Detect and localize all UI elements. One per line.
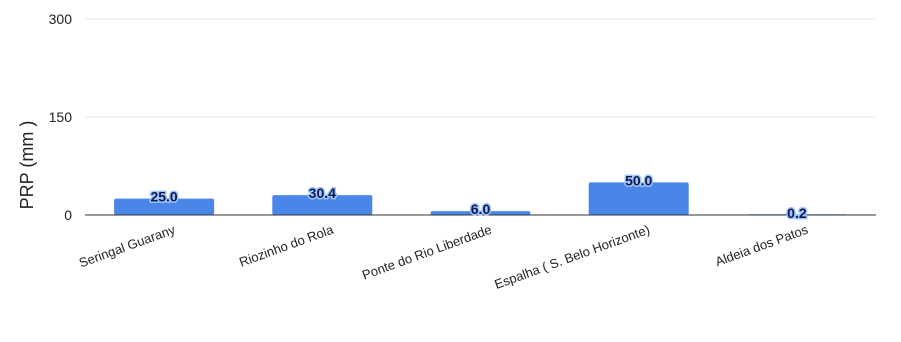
data-labels: 25.0 30.4 6.0 50.0 0.2 bbox=[149, 171, 808, 223]
y-axis-title: PRP (mm ) bbox=[17, 121, 37, 210]
gridlines bbox=[85, 18, 876, 118]
bar bbox=[588, 182, 689, 215]
data-label: 25.0 bbox=[150, 189, 177, 205]
bar bbox=[272, 195, 373, 215]
category-labels: Seringal Guarany Riozinho do Rola Ponte do… bbox=[77, 221, 810, 291]
data-label: 30.4 bbox=[309, 185, 336, 201]
bar bbox=[114, 198, 215, 215]
y-tick-label: 150 bbox=[49, 109, 73, 125]
category-label: Espalha ( S. Belo Horizonte) bbox=[492, 222, 651, 292]
category-label: Ponte do Rio Liberdade bbox=[360, 222, 494, 283]
category-label: Aldeia dos Patos bbox=[713, 222, 810, 270]
category-label: Seringal Guarany bbox=[77, 222, 178, 271]
bars bbox=[114, 182, 847, 215]
y-tick-label: 0 bbox=[64, 207, 72, 223]
bar bbox=[430, 211, 531, 215]
y-tick-label: 300 bbox=[49, 11, 73, 27]
category-label: Riozinho do Rola bbox=[237, 221, 336, 269]
data-label: 0.2 bbox=[787, 205, 807, 221]
data-label: 6.0 bbox=[471, 201, 491, 217]
y-tick-labels: 0 150 300 bbox=[49, 11, 73, 223]
data-label: 50.0 bbox=[625, 172, 652, 188]
